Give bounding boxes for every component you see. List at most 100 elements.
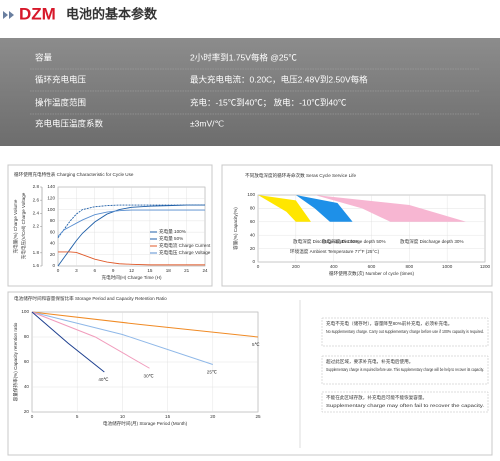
x-tick-label: 24 [202, 268, 208, 273]
y-tick-label: 80 [50, 218, 56, 223]
series-label: 5℃ [252, 342, 261, 347]
x-tick-label: 20 [210, 414, 216, 419]
brand: DZM [19, 4, 56, 23]
y2-tick-label: 2.6 [33, 197, 40, 202]
x-tick-label: 0 [57, 268, 60, 273]
chart-title: 不同放电深度的循环寿命次数 Seras Cycle Service Life [245, 172, 356, 179]
x-tick-label: 600 [368, 264, 376, 269]
note-zh: 充电不充电（储存时），容量降至80%前补充电，必须补充电。 [326, 320, 452, 327]
note-box [321, 355, 489, 385]
x-axis-label: 充电时间(H) Charge Time (H) [102, 274, 162, 281]
x-tick-label: 5 [76, 414, 79, 419]
area-label: 放电深度 Discharge depth 30% [400, 238, 464, 245]
note-box [321, 391, 489, 413]
x-tick-label: 200 [292, 264, 300, 269]
y-tick-label: 140 [47, 184, 55, 189]
series-line [57, 204, 205, 267]
y-tick-label: 60 [50, 229, 56, 234]
spec-value: ±3mV/℃ [190, 118, 225, 128]
note-zh: 超过此区域，要求补充电，补充电后使用。 [326, 358, 413, 365]
y-tick-label: 100 [21, 309, 29, 314]
chart-title: 电池储存时间和容量保留比率 Storage Period and Capacit… [14, 295, 167, 302]
area [258, 195, 311, 222]
y-tick-label: 20 [24, 409, 30, 414]
y2-tick-label: 1.6 [33, 263, 40, 268]
spec-label: 充电电压温度系数 [35, 118, 104, 128]
y-tick-label: 120 [47, 196, 55, 201]
arrow-icon [9, 11, 14, 19]
x-tick-label: 400 [330, 264, 338, 269]
y-tick-label: 20 [250, 246, 256, 251]
spec-value: 最大充电电流：0.20C，电压2.48V到2.50V每格 [190, 74, 368, 84]
x-tick-label: 0 [257, 264, 260, 269]
spec-value: 2小时率到1.75V每格 @25℃ [190, 52, 297, 62]
y-tick-label: 100 [247, 192, 255, 197]
annotation: 环境温度 Ambient Temperature 77°F (25°C) [290, 248, 380, 255]
y2-tick-label: 2.4 [33, 211, 40, 216]
x-tick-label: 15 [147, 268, 153, 273]
series-line [58, 251, 205, 266]
area [295, 195, 353, 222]
spec-label: 容量 [35, 52, 53, 62]
x-axis-label: 电池储存时间(月) Storage Period (Month) [103, 420, 188, 427]
y-tick-label: 80 [250, 206, 256, 211]
note-zh: 不能在此区域存放，补充电后可能不能恢复容量。 [326, 394, 427, 401]
area-label: 放电深度 Discharge depth 50% [322, 238, 386, 245]
y-axis-label: 容量保持率(%) Capacity retention ratio [12, 322, 19, 401]
spec-table [0, 38, 500, 146]
series-line [57, 209, 205, 237]
legend-label: 充电电压 Charge Voltage [159, 249, 211, 256]
y-tick-label: 0 [52, 263, 55, 268]
y-tick-label: 60 [250, 219, 256, 224]
note-en: Supplementary charge may often fail to r… [326, 403, 484, 408]
series-label: 40℃ [98, 377, 109, 382]
y-tick-label: 100 [47, 207, 55, 212]
y2-tick-label: 2.8 [33, 184, 40, 189]
x-tick-label: 6 [93, 268, 96, 273]
area-label: 放电深度 Discharge depth 100% [293, 238, 359, 245]
note-en: Supplementary charge is required before … [326, 367, 484, 372]
series-line [31, 311, 150, 369]
y-axis-label: 容量(%) Capacity(%) [232, 207, 239, 250]
y-tick-label: 80 [24, 334, 30, 339]
legend-label: 充电量 100% [159, 228, 186, 235]
y-tick-label: 20 [50, 252, 56, 257]
spec-value: 充电：-15℃到40℃； 放电：-10℃到40℃ [190, 97, 347, 107]
y2-tick-label: 1.8 [33, 250, 40, 255]
x-axis-label: 循环使用次数(次) Number of cycle (times) [329, 270, 414, 277]
x-tick-label: 25 [255, 414, 261, 419]
x-tick-label: 0 [31, 414, 34, 419]
x-tick-label: 3 [75, 268, 78, 273]
chart-panel [7, 291, 493, 456]
x-tick-label: 10 [120, 414, 126, 419]
y2-tick-label: 2.2 [33, 224, 40, 229]
arrow-icon [3, 11, 8, 19]
y-axis-label: 充电量(%) Charge Volume [12, 199, 19, 253]
y-tick-label: 40 [24, 384, 30, 389]
series-line [31, 311, 213, 365]
x-tick-label: 9 [112, 268, 115, 273]
x-tick-label: 15 [165, 414, 171, 419]
y-tick-label: 40 [250, 232, 256, 237]
series-line [31, 311, 105, 373]
legend-label: 充电量 50% [159, 235, 183, 242]
chart-title: 循环使用充电特性表 Charging Characteristic for Cy… [14, 171, 134, 178]
x-tick-label: 1000 [442, 264, 453, 269]
x-tick-label: 800 [405, 264, 413, 269]
series-label: 30℃ [144, 373, 155, 378]
page-title: 电池的基本参数 [66, 6, 158, 21]
x-tick-label: 12 [129, 268, 135, 273]
note-box [321, 317, 489, 347]
y-tick-label: 60 [24, 359, 30, 364]
spec-label: 操作温度范围 [35, 97, 86, 107]
area [314, 195, 467, 222]
series-line [57, 204, 205, 239]
y2-axis-label: 充电电压(V/Cell) Charge Voltage [20, 192, 27, 259]
y-tick-label: 0 [252, 259, 255, 264]
spec-label: 循环充电电压 [35, 74, 87, 84]
x-tick-label: 18 [166, 268, 172, 273]
legend-label: 充电电流 Charge Current [159, 242, 211, 249]
note-en: No supplementary charge. Carry out suppl… [326, 329, 484, 334]
series-label: 25℃ [207, 370, 218, 375]
